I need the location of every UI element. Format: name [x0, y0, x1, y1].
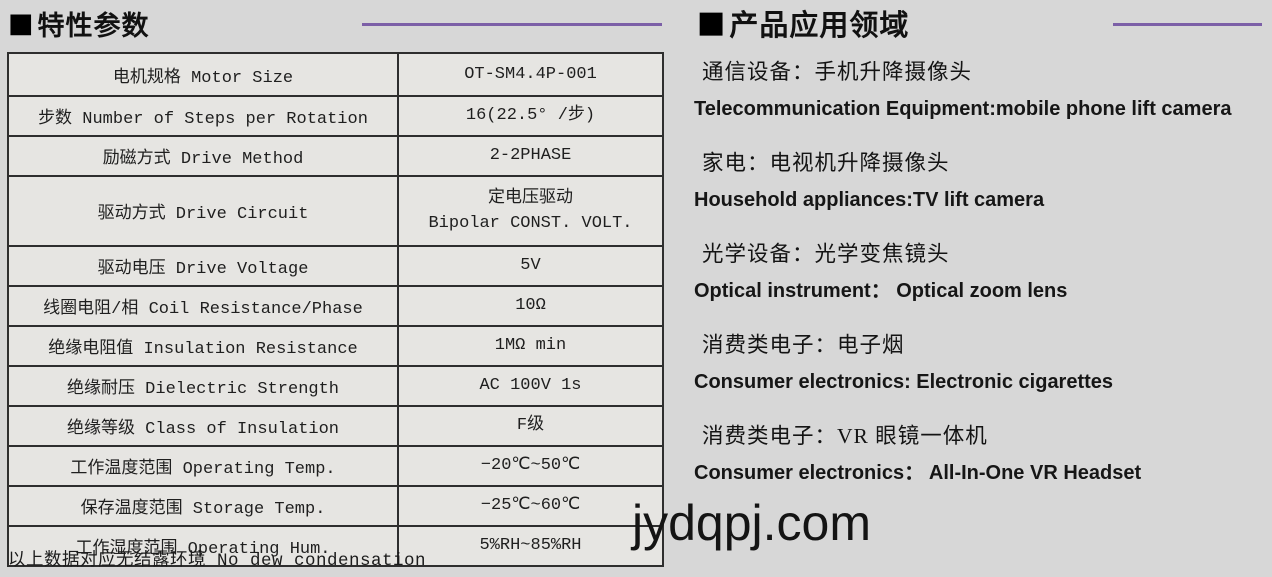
- spec-value-cell: −20℃~50℃: [397, 445, 664, 487]
- spec-label-cell: 驱动方式 Drive Circuit: [7, 175, 399, 247]
- spec-section-header: ■ 特性参数: [8, 4, 150, 43]
- spec-value-cell: 1MΩ min: [397, 325, 664, 367]
- spec-label-cell: 保存温度范围 Storage Temp.: [7, 485, 399, 527]
- list-item: 消费类电子：VR 眼镜一体机 Consumer electronics： All…: [694, 418, 1272, 491]
- application-en-line: Telecommunication Equipment:mobile phone…: [694, 98, 1232, 120]
- spec-value-cell: AC 100V 1s: [397, 365, 664, 407]
- spec-value-cell: 5V: [397, 245, 664, 287]
- list-item: 消费类电子：电子烟 Consumer electronics: Electron…: [694, 327, 1272, 400]
- spec-label-cell: 工作湿度范围 Operating Hum.: [7, 525, 399, 567]
- table-row: 驱动方式 Drive Circuit 定电压驱动 Bipolar CONST. …: [7, 175, 664, 247]
- black-square-bullet-icon: ■: [697, 5, 726, 40]
- applications-section-header: ■ 产品应用领域: [697, 2, 909, 44]
- spec-value-cell: −25℃~60℃: [397, 485, 664, 527]
- table-row: 励磁方式 Drive Method 2-2PHASE: [7, 135, 664, 177]
- spec-value-cell: 5%RH~85%RH: [397, 525, 664, 567]
- application-en-line: Optical instrument： Optical zoom lens: [694, 280, 1068, 302]
- spec-value-cell: 16(22.5° /步): [397, 95, 664, 137]
- spec-label-cell: 工作温度范围 Operating Temp.: [7, 445, 399, 487]
- black-square-bullet-icon: ■: [8, 8, 34, 39]
- spec-value-cell: OT-SM4.4P-001: [397, 52, 664, 97]
- table-row: 保存温度范围 Storage Temp. −25℃~60℃: [7, 485, 664, 527]
- application-en-line: Household appliances:TV lift camera: [694, 189, 1045, 211]
- spec-value-cell: 2-2PHASE: [397, 135, 664, 177]
- no-dew-footnote: 以上数据对应无结露环境 No dew condensation: [8, 551, 427, 571]
- application-zh-line: 家电：电视机升降摄像头: [702, 151, 950, 175]
- list-item: 通信设备：手机升降摄像头 Telecommunication Equipment…: [694, 54, 1272, 127]
- applications-section-title: 产品应用领域: [729, 10, 910, 42]
- application-zh-line: 消费类电子：电子烟: [702, 333, 905, 357]
- application-en-line: Consumer electronics: Electronic cigaret…: [694, 371, 1114, 393]
- spec-label-cell: 步数 Number of Steps per Rotation: [7, 95, 399, 137]
- table-row: 线圈电阻/相 Coil Resistance/Phase 10Ω: [7, 285, 664, 327]
- application-zh-line: 消费类电子：VR 眼镜一体机: [702, 424, 988, 448]
- left-accent-rule: [362, 23, 662, 26]
- right-accent-rule: [1113, 23, 1262, 26]
- spec-value-cell: 定电压驱动 Bipolar CONST. VOLT.: [397, 175, 664, 247]
- table-row: 工作湿度范围 Operating Hum. 5%RH~85%RH: [7, 525, 664, 567]
- spec-section-title: 特性参数: [37, 11, 150, 41]
- application-zh-line: 通信设备：手机升降摄像头: [702, 60, 973, 84]
- applications-list: 通信设备：手机升降摄像头 Telecommunication Equipment…: [694, 54, 1272, 509]
- spec-label-cell: 绝缘耐压 Dielectric Strength: [7, 365, 399, 407]
- table-row: 电机规格 Motor Size OT-SM4.4P-001: [7, 52, 664, 97]
- table-row: 绝缘等级 Class of Insulation F级: [7, 405, 664, 447]
- table-row: 绝缘耐压 Dielectric Strength AC 100V 1s: [7, 365, 664, 407]
- application-zh-line: 光学设备：光学变焦镜头: [702, 242, 950, 266]
- spec-label-cell: 电机规格 Motor Size: [7, 52, 399, 97]
- watermark-text: jydqpj.com: [632, 495, 871, 551]
- spec-label-cell: 绝缘电阻值 Insulation Resistance: [7, 325, 399, 367]
- spec-table: 电机规格 Motor Size OT-SM4.4P-001 步数 Number …: [7, 52, 664, 567]
- spec-label-cell: 励磁方式 Drive Method: [7, 135, 399, 177]
- table-row: 驱动电压 Drive Voltage 5V: [7, 245, 664, 287]
- application-en-line: Consumer electronics： All-In-One VR Head…: [694, 462, 1142, 484]
- spec-label-cell: 驱动电压 Drive Voltage: [7, 245, 399, 287]
- table-row: 工作温度范围 Operating Temp. −20℃~50℃: [7, 445, 664, 487]
- spec-value-cell: 10Ω: [397, 285, 664, 327]
- spec-label-cell: 绝缘等级 Class of Insulation: [7, 405, 399, 447]
- list-item: 家电：电视机升降摄像头 Household appliances:TV lift…: [694, 145, 1272, 218]
- table-row: 步数 Number of Steps per Rotation 16(22.5°…: [7, 95, 664, 137]
- spec-label-cell: 线圈电阻/相 Coil Resistance/Phase: [7, 285, 399, 327]
- table-row: 绝缘电阻值 Insulation Resistance 1MΩ min: [7, 325, 664, 367]
- spec-value-cell: F级: [397, 405, 664, 447]
- list-item: 光学设备：光学变焦镜头 Optical instrument： Optical …: [694, 236, 1272, 309]
